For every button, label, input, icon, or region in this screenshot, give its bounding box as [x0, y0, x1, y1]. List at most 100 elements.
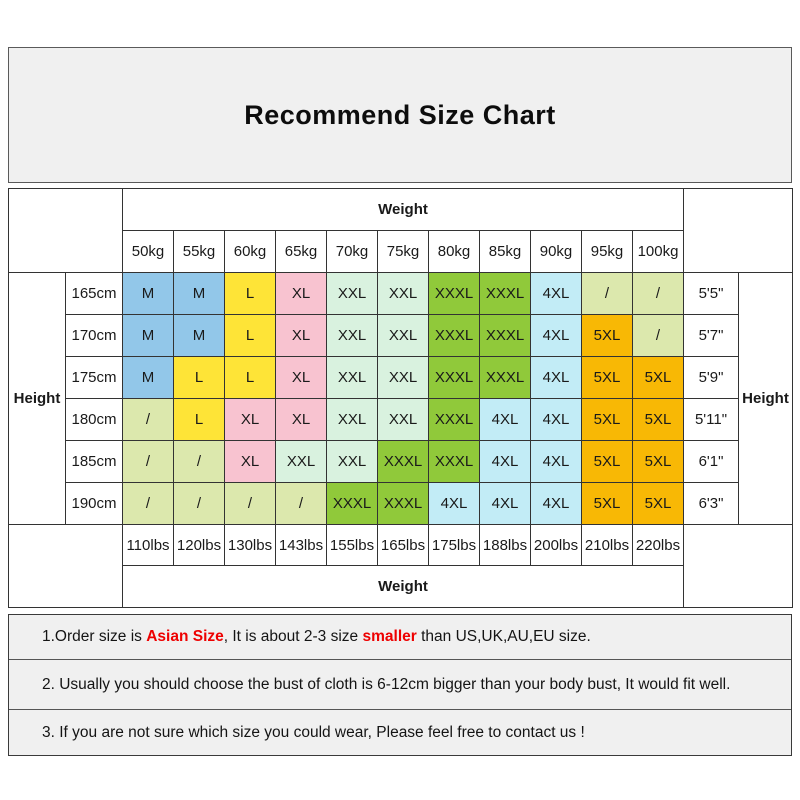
size-cell: XXXL [479, 272, 531, 315]
size-row: 175cm M L L XL XXL XXL XXXL XXXL 4XL 5XL 5XL 5'9" [9, 356, 793, 399]
corner-bottom-right [683, 524, 794, 608]
size-row: Height 165cm M M L XL XXL XXL XXXL XXXL 4XL //5'5" H… [8, 272, 794, 525]
lbs-label: 175lbs [428, 524, 480, 566]
size-cell: / [581, 272, 633, 315]
corner-bottom-left [8, 524, 123, 608]
size-cell: XXXL [428, 272, 480, 315]
size-cell: L [224, 314, 276, 357]
title-panel: Recommend Size Chart [8, 47, 792, 183]
note: 2. Usually you should choose the bust of… [9, 659, 791, 709]
size-cell: 5XL [631, 482, 685, 525]
size-cell: / [631, 272, 685, 315]
note-text-highlight: Asian Size [146, 628, 224, 645]
size-cell: 4XL [530, 272, 582, 315]
height-ft-label: 5'11" [683, 398, 740, 441]
height-ft-label: 5'9" [683, 356, 740, 399]
lbs-label: 143lbs [275, 524, 327, 566]
page-title: Recommend Size Chart [244, 99, 556, 130]
size-cell: 5XL [631, 398, 685, 441]
height-ft-label: 5'7" [683, 314, 740, 357]
size-cell: / [122, 440, 174, 483]
size-cell: XXXL [326, 482, 378, 525]
kg-label: 75kg [377, 230, 429, 273]
size-cell: XXL [326, 440, 378, 483]
size-cell: 5XL [581, 482, 633, 525]
size-cell: 4XL [530, 398, 582, 441]
lbs-label: 130lbs [224, 524, 276, 566]
size-cell: M [122, 314, 174, 357]
lbs-label: 210lbs [581, 524, 633, 566]
note-text: than US,UK,AU,EU size. [416, 628, 591, 645]
size-cell: XXXL [479, 356, 531, 399]
size-cell: / [275, 482, 327, 525]
size-cell: / [224, 482, 276, 525]
size-cell: 4XL [530, 440, 582, 483]
weight-header-row: Weight [8, 188, 794, 273]
height-cm-label: 170cm [65, 314, 123, 357]
note-text-highlight: smaller [362, 628, 417, 645]
size-cell: L [173, 398, 225, 441]
kg-label: 50kg [122, 230, 174, 273]
kg-label: 70kg [326, 230, 378, 273]
size-cell: XXL [275, 440, 327, 483]
size-cell: 5XL [631, 440, 685, 483]
size-cell: 5XL [581, 398, 633, 441]
kg-label: 90kg [530, 230, 582, 273]
height-left-label: Height [8, 272, 66, 525]
size-cell: XL [275, 314, 327, 357]
height-cm-label: 165cm [65, 272, 123, 315]
notes-panel: 1.Order size is Asian Size, It is about … [8, 614, 792, 756]
size-cell: / [173, 440, 225, 483]
kg-label: 60kg [224, 230, 276, 273]
size-cell: L [224, 356, 276, 399]
lbs-labels-row: 110lbs 120lbs 130lbs 143lbs 155lbs 165lbs 175l… [8, 524, 794, 608]
lbs-label: 200lbs [530, 524, 582, 566]
height-ft-label: 6'3" [683, 482, 740, 525]
size-cell: XXXL [428, 314, 480, 357]
size-cell: XXL [377, 272, 429, 315]
size-cell: 5XL [581, 356, 633, 399]
size-cell: XXXL [479, 314, 531, 357]
lbs-label: 120lbs [173, 524, 225, 566]
lbs-label: 110lbs [122, 524, 174, 566]
size-cell: XXL [326, 314, 378, 357]
size-row: 180cm / L XL XL XXL XXL XXXL 4XL 4XL 5XL 5XL 5'11" [9, 398, 793, 441]
size-cell: M [122, 272, 174, 315]
size-cell: M [122, 356, 174, 399]
weight-bottom-label: Weight [121, 565, 685, 608]
height-right-label: Height [738, 272, 794, 525]
size-chart-table: Weight 50kg 55kg 60kg 65kg 70kg 75kg 80kg 85kg 90… [8, 188, 794, 608]
lbs-label: 188lbs [479, 524, 531, 566]
height-cm-label: 175cm [65, 356, 123, 399]
size-cell: 4XL [530, 356, 582, 399]
size-cell: XXXL [377, 440, 429, 483]
note-text: , It is about 2-3 size [223, 628, 363, 645]
kg-label: 95kg [581, 230, 633, 273]
size-cell: L [173, 356, 225, 399]
size-cell: 4XL [479, 398, 531, 441]
note-text: 1.Order size is [42, 628, 147, 645]
corner-top-right [683, 188, 794, 273]
kg-label: 85kg [479, 230, 531, 273]
height-ft-label: 6'1" [683, 440, 740, 483]
size-cell: XL [224, 440, 276, 483]
note-text: 3. If you are not sure which size you co… [42, 723, 585, 741]
size-cell: XXL [326, 272, 378, 315]
size-cell: XL [224, 398, 276, 441]
size-cell: / [122, 482, 174, 525]
size-cell: M [173, 314, 225, 357]
height-cm-label: 190cm [65, 482, 123, 525]
size-cell: 4XL [479, 440, 531, 483]
size-cell: XXXL [428, 440, 480, 483]
size-cell: 4XL [428, 482, 480, 525]
note: 1.Order size is Asian Size, It is about … [9, 615, 791, 659]
kg-label: 55kg [173, 230, 225, 273]
lbs-label: 155lbs [326, 524, 378, 566]
size-cell: / [631, 314, 685, 357]
size-cell: / [122, 398, 174, 441]
size-cell: 4XL [479, 482, 531, 525]
weight-top-label: Weight [121, 188, 685, 231]
size-cell: XXL [377, 398, 429, 441]
size-cell: 4XL [530, 482, 582, 525]
